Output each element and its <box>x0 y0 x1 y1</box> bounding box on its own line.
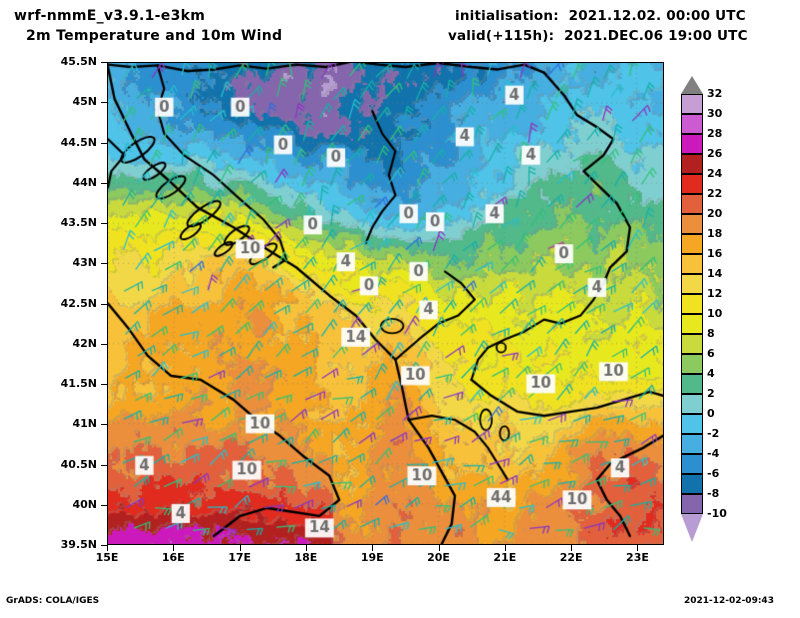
colorbar-label: 10 <box>707 307 723 320</box>
colorbar-swatch[interactable] <box>681 374 703 394</box>
y-tick-label: 43.5N <box>60 216 97 229</box>
colorbar-label: -10 <box>707 507 727 520</box>
y-tick-label: 45.5N <box>60 55 97 68</box>
y-tick-label: 40.5N <box>60 457 97 471</box>
colorbar-label: 18 <box>707 227 723 240</box>
colorbar-label: 0 <box>707 407 715 420</box>
colorbar-label: 14 <box>707 267 723 280</box>
x-tick-label: 18E <box>294 551 318 564</box>
x-tick-label: 16E <box>161 551 185 564</box>
colorbar-swatch[interactable] <box>681 114 703 134</box>
colorbar-swatch[interactable] <box>681 314 703 334</box>
x-tick-label: 21E <box>493 551 517 564</box>
x-tick-label: 17E <box>228 551 252 564</box>
colorbar-swatch[interactable] <box>681 94 703 114</box>
colorbar-swatch[interactable] <box>681 414 703 434</box>
colorbar-label: 4 <box>707 367 715 380</box>
temperature-wind-map <box>108 63 663 544</box>
y-tick <box>101 504 107 506</box>
x-tick <box>438 545 440 551</box>
colorbar-under-arrow-icon <box>681 514 703 542</box>
initialisation-time: initialisation: 2021.12.02. 00:00 UTC <box>455 8 746 24</box>
y-tick <box>101 424 107 426</box>
colorbar-label: 28 <box>707 127 723 140</box>
map-plot-area[interactable] <box>107 62 664 545</box>
y-tick <box>101 182 107 184</box>
colorbar-label: 8 <box>707 327 715 340</box>
temperature-colorbar[interactable] <box>681 94 703 514</box>
x-tick-label: 23E <box>626 551 649 564</box>
x-tick <box>239 545 241 551</box>
x-tick <box>504 545 506 551</box>
colorbar-swatch[interactable] <box>681 474 703 494</box>
colorbar-label: -2 <box>707 427 720 440</box>
y-tick <box>101 142 107 144</box>
colorbar-swatch[interactable] <box>681 274 703 294</box>
colorbar-swatch[interactable] <box>681 454 703 474</box>
y-tick <box>101 263 107 265</box>
y-tick-label: 41N <box>72 417 97 431</box>
x-tick <box>173 545 175 551</box>
colorbar-label: 12 <box>707 287 723 300</box>
colorbar-swatch[interactable] <box>681 494 703 514</box>
y-tick <box>101 384 107 385</box>
x-tick-label: 19E <box>360 551 384 564</box>
colorbar-label: 2 <box>707 387 715 400</box>
grads-credit: GrADS: COLA/IGES <box>6 596 100 606</box>
colorbar-swatch[interactable] <box>681 214 703 234</box>
y-tick <box>101 343 107 345</box>
colorbar-label: -6 <box>707 467 720 480</box>
colorbar-label: -4 <box>707 447 720 460</box>
colorbar-label: -8 <box>707 487 720 500</box>
x-tick-label: 20E <box>427 551 450 564</box>
colorbar-swatch[interactable] <box>681 234 703 254</box>
y-tick <box>101 464 107 466</box>
x-tick <box>571 545 573 551</box>
colorbar-swatch[interactable] <box>681 154 703 174</box>
x-tick-label: 15E <box>95 551 119 564</box>
colorbar-label: 22 <box>707 187 723 200</box>
y-tick <box>101 102 107 104</box>
y-tick-label: 41.5N <box>60 377 97 390</box>
colorbar-swatch[interactable] <box>681 254 703 274</box>
model-title: wrf-nmmE_v3.9.1-e3km <box>14 8 206 24</box>
colorbar-swatch[interactable] <box>681 434 703 454</box>
y-tick <box>101 62 107 63</box>
y-tick-label: 42.5N <box>60 296 97 310</box>
x-tick <box>107 545 108 551</box>
colorbar-label: 30 <box>707 107 723 120</box>
colorbar-label: 20 <box>707 207 723 220</box>
colorbar-label: 16 <box>707 247 723 260</box>
y-tick <box>101 303 107 305</box>
y-tick-label: 44N <box>72 175 97 189</box>
colorbar-swatch[interactable] <box>681 354 703 374</box>
y-tick-label: 39.5N <box>60 538 97 551</box>
y-tick-label: 43N <box>72 256 97 270</box>
colorbar-swatch[interactable] <box>681 394 703 414</box>
x-tick <box>305 545 307 551</box>
colorbar-swatch[interactable] <box>681 334 703 354</box>
x-tick <box>372 545 374 551</box>
y-tick-label: 42N <box>72 336 97 350</box>
y-tick-label: 44.5N <box>60 135 97 149</box>
render-timestamp: 2021-12-02-09:43 <box>684 596 774 606</box>
y-tick <box>101 223 107 224</box>
colorbar-swatch[interactable] <box>681 194 703 214</box>
colorbar-label: 32 <box>707 87 723 100</box>
colorbar-label: 24 <box>707 167 723 180</box>
colorbar-swatch[interactable] <box>681 294 703 314</box>
field-title: 2m Temperature and 10m Wind <box>26 28 283 44</box>
colorbar-swatch[interactable] <box>681 134 703 154</box>
colorbar-over-arrow-icon <box>681 76 703 94</box>
x-tick <box>637 545 639 551</box>
y-tick <box>101 545 107 546</box>
valid-time: valid(+115h): 2021.DEC.06 19:00 UTC <box>448 28 748 44</box>
colorbar-label: 26 <box>707 147 723 160</box>
y-tick-label: 45N <box>72 95 97 109</box>
x-tick-label: 22E <box>559 551 583 564</box>
colorbar-label: 6 <box>707 347 715 360</box>
y-tick-label: 40N <box>72 497 97 511</box>
colorbar-swatch[interactable] <box>681 174 703 194</box>
